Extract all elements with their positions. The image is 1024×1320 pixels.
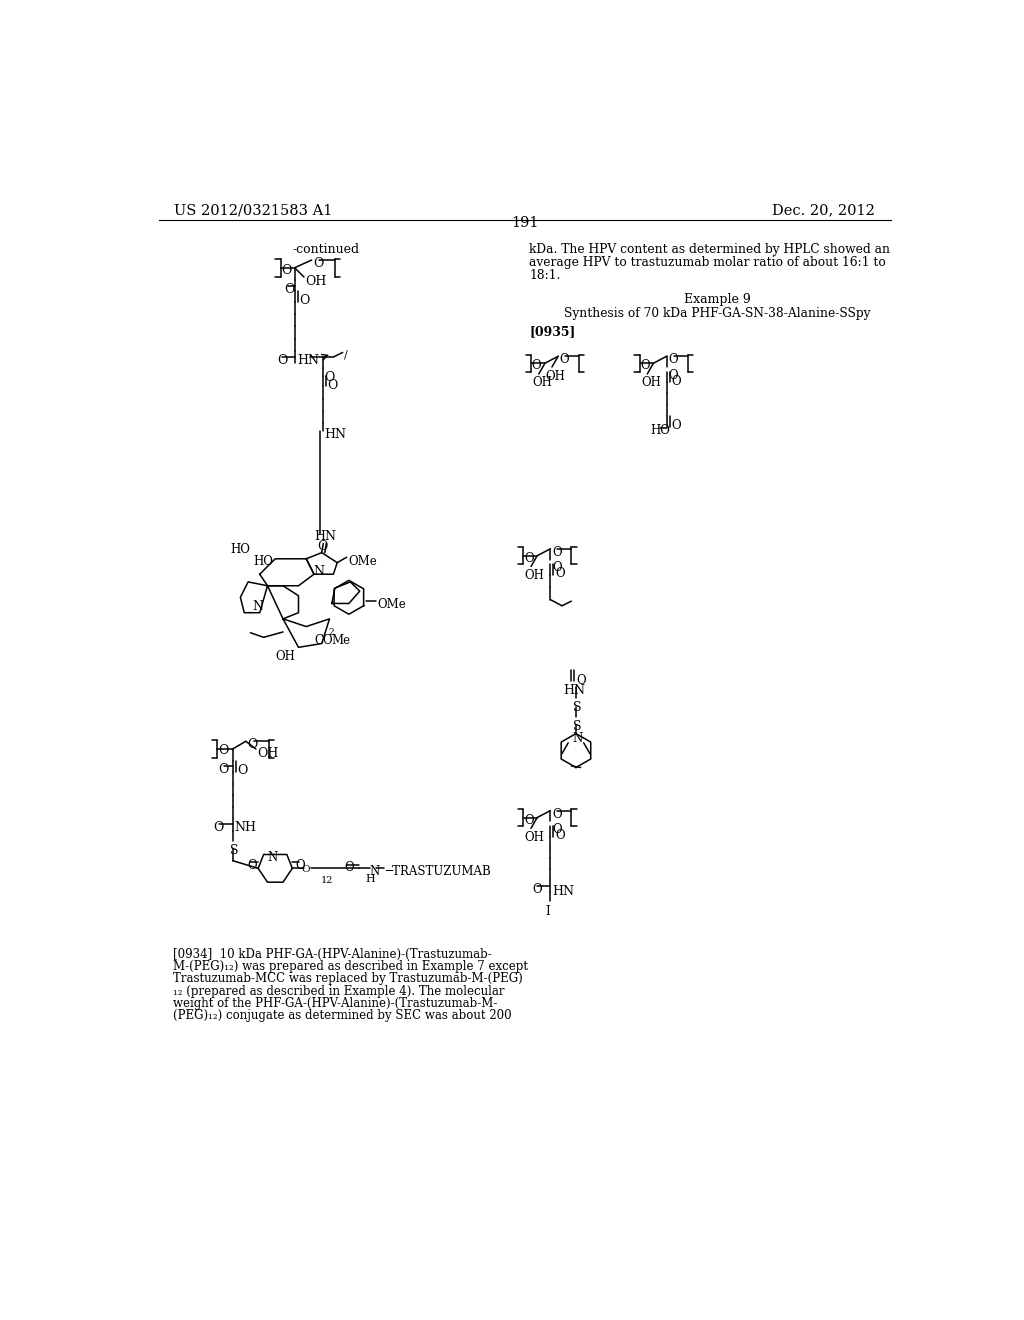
Text: (PEG)₁₂) conjugate as determined by SEC was about 200: (PEG)₁₂) conjugate as determined by SEC … [173, 1010, 512, 1022]
Text: 191: 191 [511, 216, 539, 230]
Text: OH: OH [275, 649, 295, 663]
Text: 18:1.: 18:1. [529, 269, 561, 282]
Text: HN: HN [324, 428, 346, 441]
Text: /: / [344, 350, 348, 359]
Text: OH: OH [305, 276, 327, 289]
Text: O: O [524, 813, 534, 826]
Text: OH: OH [641, 376, 660, 389]
Text: Synthesis of 70 kDa PHF-GA-SN-38-Alanine-SSpy: Synthesis of 70 kDa PHF-GA-SN-38-Alanine… [564, 308, 870, 319]
Text: O: O [669, 368, 678, 381]
Text: Me: Me [331, 635, 350, 647]
Text: kDa. The HPV content as determined by HPLC showed an: kDa. The HPV content as determined by HP… [529, 243, 891, 256]
Text: O: O [669, 354, 678, 366]
Text: Dec. 20, 2012: Dec. 20, 2012 [772, 203, 876, 216]
Text: O: O [248, 738, 258, 751]
Text: -continued: -continued [292, 243, 359, 256]
Text: average HPV to trastuzumab molar ratio of about 16:1 to: average HPV to trastuzumab molar ratio o… [529, 256, 886, 269]
Text: O: O [301, 866, 310, 874]
Text: N: N [313, 565, 325, 578]
Text: OH: OH [524, 830, 545, 843]
Text: O: O [238, 764, 248, 777]
Text: OMe: OMe [348, 554, 377, 568]
Text: S: S [572, 701, 582, 714]
Text: O: O [328, 379, 338, 392]
Text: OH: OH [257, 747, 279, 760]
Text: O: O [282, 264, 292, 277]
Text: OH: OH [545, 370, 565, 383]
Text: O: O [218, 744, 228, 758]
Text: O: O [295, 859, 305, 873]
Text: HN: HN [298, 354, 319, 367]
Text: O: O [672, 375, 681, 388]
Text: O: O [284, 284, 294, 296]
Text: O: O [672, 420, 681, 433]
Text: O: O [552, 808, 561, 821]
Text: ─TRASTUZUMAB: ─TRASTUZUMAB [385, 866, 492, 878]
Text: O: O [552, 822, 561, 836]
Text: O: O [345, 861, 354, 874]
Text: [0934]  10 kDa PHF-GA-(HPV-Alanine)-(Trastuzumab-: [0934] 10 kDa PHF-GA-(HPV-Alanine)-(Tras… [173, 948, 492, 961]
Text: HO: HO [650, 424, 671, 437]
Text: N: N [370, 866, 380, 878]
Text: HN: HN [563, 684, 586, 697]
Text: S: S [572, 719, 582, 733]
Text: HN: HN [314, 529, 336, 543]
Text: OH: OH [524, 569, 545, 582]
Text: O: O [552, 545, 561, 558]
Text: O: O [552, 561, 561, 574]
Text: S: S [229, 845, 238, 858]
Text: O: O [532, 883, 542, 896]
Text: US 2012/0321583 A1: US 2012/0321583 A1 [174, 203, 333, 216]
Text: O: O [324, 371, 335, 384]
Text: O: O [555, 568, 564, 581]
Text: O: O [555, 829, 564, 842]
Text: N: N [572, 733, 583, 744]
Text: HO: HO [230, 544, 250, 557]
Text: N: N [267, 851, 278, 865]
Text: NH: NH [234, 821, 256, 834]
Text: Example 9: Example 9 [684, 293, 751, 306]
Text: OMe: OMe [378, 598, 407, 611]
Text: O: O [313, 257, 324, 271]
Text: M-(PEG)₁₂) was prepared as described in Example 7 except: M-(PEG)₁₂) was prepared as described in … [173, 960, 528, 973]
Text: O: O [560, 354, 569, 366]
Text: O: O [299, 294, 309, 308]
Text: O: O [248, 859, 257, 873]
Text: ₁₂ (prepared as described in Example 4). The molecular: ₁₂ (prepared as described in Example 4).… [173, 985, 505, 998]
Text: weight of the PHF-GA-(HPV-Alanine)-(Trastuzumab-M-: weight of the PHF-GA-(HPV-Alanine)-(Tras… [173, 997, 498, 1010]
Text: O: O [219, 763, 229, 776]
Text: Trastuzumab-MCC was replaced by Trastuzumab-M-(PEG): Trastuzumab-MCC was replaced by Trastuzu… [173, 973, 522, 985]
Text: O: O [575, 673, 586, 686]
Text: OH: OH [532, 376, 552, 389]
Text: O: O [278, 354, 288, 367]
Text: [0935]: [0935] [529, 326, 575, 338]
Text: O: O [524, 552, 534, 565]
Text: H: H [365, 874, 375, 883]
Text: O: O [531, 359, 542, 372]
Text: O: O [213, 821, 223, 834]
Text: HO: HO [254, 554, 273, 568]
Text: I: I [545, 904, 550, 917]
Text: N: N [253, 599, 264, 612]
Text: 2: 2 [328, 628, 334, 638]
Text: 12: 12 [321, 876, 334, 884]
Text: O: O [317, 540, 328, 553]
Text: HN: HN [552, 884, 573, 898]
Text: O: O [640, 359, 650, 372]
Text: CO: CO [314, 635, 333, 647]
